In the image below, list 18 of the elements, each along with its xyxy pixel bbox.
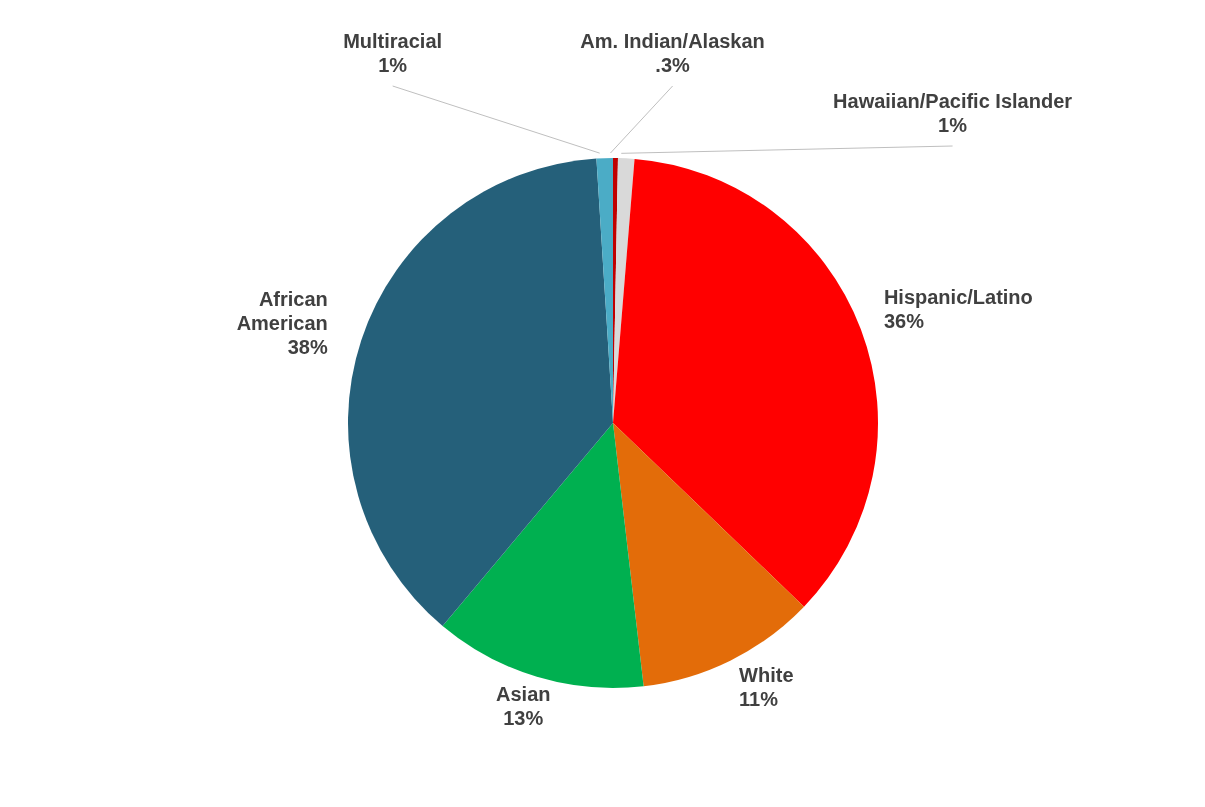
slice-label: African American [236,287,328,334]
slice-label: Am. Indian/Alaskan [580,30,765,52]
data-label: 36% [883,309,925,332]
data-label: 11% [739,688,779,711]
slice-label: Hispanic/Latino [883,285,1033,308]
pie-slice [613,158,878,607]
data-label: 13% [503,706,544,729]
slice-label: White [739,664,794,687]
data-label: 1% [378,54,408,76]
pie-slice [348,158,613,626]
data-label: .3% [655,54,691,76]
slice-label: Hawaiian/Pacific Islander [833,90,1073,112]
pie-slice [442,423,644,688]
pie-slice [613,423,805,687]
slice-label: Asian [496,682,551,705]
data-label: 38% [287,335,328,358]
slice-label: Multiracial [343,30,443,52]
data-label: 1% [938,114,968,136]
